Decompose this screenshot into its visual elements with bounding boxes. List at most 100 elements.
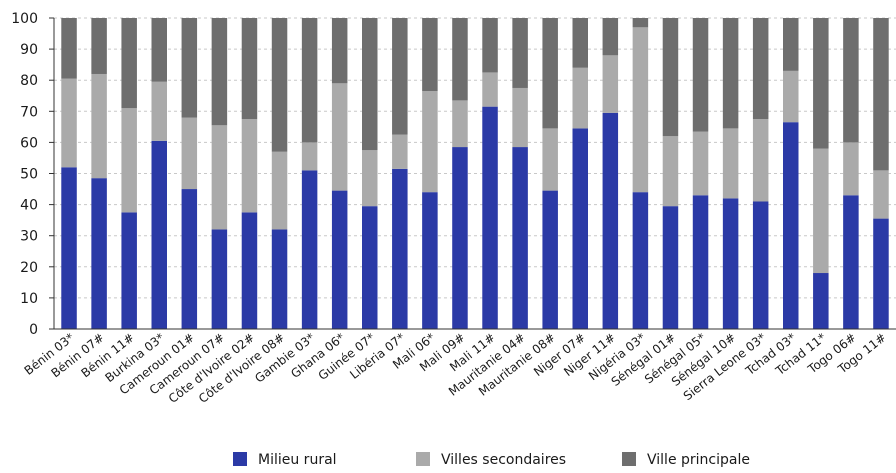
bar-segment-ville-principale [873,18,889,171]
bar-segment-ville-principale [542,18,558,129]
bar-segment-villes-secondaires [632,27,649,193]
bar-segment-milieu-rural [121,212,137,330]
bar-segment-villes-secondaires [783,70,799,123]
bar-segment-milieu-rural [722,198,739,329]
bar-segment-milieu-rural [843,195,859,329]
bar-segment-milieu-rural [632,192,649,329]
bar-segment-milieu-rural [271,229,288,329]
axes [49,17,896,330]
bar-segment-ville-principale [512,18,528,88]
bar-segment-villes-secondaires [362,150,378,207]
bar-segment-milieu-rural [181,189,198,329]
legend-label: Villes secondaires [441,452,566,468]
y-tick-label: 0 [29,322,38,338]
y-tick-label: 40 [20,198,38,214]
bar-segment-ville-principale [181,18,198,118]
bar-segment-milieu-rural [392,168,408,329]
bar-segment-milieu-rural [362,206,378,329]
bar-segment-milieu-rural [512,147,528,329]
bar-segment-milieu-rural [91,178,107,329]
bar-segment-ville-principale [662,18,679,137]
bar-segment-ville-principale [752,18,769,120]
bar-segment-milieu-rural [331,190,348,329]
bar-segment-milieu-rural [602,112,619,329]
bar-segment-milieu-rural [572,128,588,329]
bar-segment-milieu-rural [692,195,709,329]
bar-segment-ville-principale [271,18,288,152]
y-tick-label: 80 [20,73,38,89]
bar-segment-milieu-rural [752,201,769,329]
bar-segment-villes-secondaires [452,100,468,148]
bar-segment-villes-secondaires [873,170,889,219]
legend: Milieu rural Villes secondaires Ville prin… [233,452,750,468]
bar-segment-ville-principale [843,18,859,143]
bar-segment-ville-principale [572,18,588,68]
bar-segment-ville-principale [452,18,468,101]
bar-segment-milieu-rural [61,167,77,329]
y-tick-label: 90 [20,42,38,58]
bar-segment-villes-secondaires [151,81,167,141]
bar-segment-ville-principale [91,18,107,74]
bar-segment-ville-principale [362,18,378,151]
bar-segment-ville-principale [211,18,228,126]
gridlines [54,17,896,299]
bar-segment-villes-secondaires [722,128,739,199]
bar-segment-villes-secondaires [241,119,258,213]
y-tick-label: 60 [20,135,38,151]
bar-segment-milieu-rural [873,218,889,329]
y-tick-label: 100 [11,11,38,27]
bar-segment-milieu-rural [542,190,558,329]
bar-segment-villes-secondaires [542,128,558,191]
bar-segment-milieu-rural [452,147,468,329]
bar-segment-milieu-rural [211,229,228,329]
y-tick-label: 20 [20,260,38,276]
y-tick-label: 30 [20,229,38,245]
bar-segment-villes-secondaires [692,131,709,196]
bars [61,18,889,330]
bar-segment-ville-principale [121,18,137,109]
bar-segment-ville-principale [422,18,438,92]
bar-segment-ville-principale [482,18,498,73]
bar-segment-milieu-rural [422,192,438,329]
bar-segment-ville-principale [151,18,167,82]
bar-segment-ville-principale [241,18,258,120]
bar-segment-ville-principale [632,18,649,28]
bar-segment-villes-secondaires [512,87,528,148]
bar-segment-ville-principale [301,18,318,143]
bar-segment-villes-secondaires [422,91,438,193]
bar-segment-villes-secondaires [843,142,859,196]
bar-segment-milieu-rural [151,140,167,329]
legend-label: Ville principale [647,452,750,468]
bar-segment-villes-secondaires [482,72,498,107]
bar-segment-milieu-rural [482,106,498,329]
bar-segment-villes-secondaires [181,117,198,190]
bar-segment-villes-secondaires [331,83,348,191]
x-axis-category-labels: Bénin 03*Bénin 07#Bénin 11#Burkina 03*Ca… [22,330,889,406]
bar-segment-villes-secondaires [572,67,588,129]
legend-swatch [416,452,430,466]
bar-segment-villes-secondaires [392,134,408,169]
y-tick-label: 70 [20,104,38,120]
bar-segment-milieu-rural [783,122,799,329]
bar-segment-ville-principale [722,18,739,129]
bar-segment-villes-secondaires [91,73,107,179]
bar-segment-ville-principale [783,18,799,71]
bar-segment-villes-secondaires [662,136,679,207]
bar-segment-villes-secondaires [271,151,288,230]
bar-segment-villes-secondaires [211,125,228,230]
bar-segment-villes-secondaires [61,78,77,168]
y-tick-label: 50 [20,167,38,183]
y-axis-ticks: 0 10 20 30 40 50 60 70 80 90 100 [11,11,38,338]
bar-segment-villes-secondaires [813,148,829,274]
bar-segment-milieu-rural [241,212,258,330]
legend-swatch [233,452,247,466]
legend-swatch [622,452,636,466]
legend-label: Milieu rural [258,452,337,468]
bar-segment-milieu-rural [813,273,829,329]
bar-segment-milieu-rural [301,170,318,329]
bar-segment-villes-secondaires [752,119,769,202]
bar-segment-ville-principale [331,18,348,84]
bar-segment-villes-secondaires [602,55,619,113]
bar-segment-ville-principale [61,18,77,79]
